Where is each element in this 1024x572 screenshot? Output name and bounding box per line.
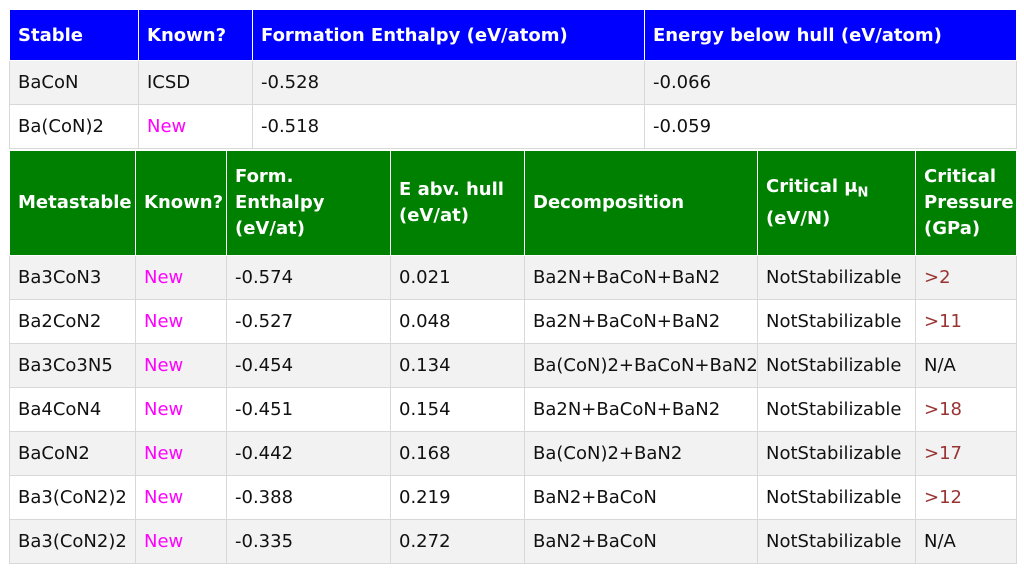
cell-hull: 0.134 [390, 343, 525, 388]
cell-compound: Ba2CoN2 [9, 299, 136, 344]
cell-compound: BaCoN2 [9, 431, 136, 476]
stable-table: Stable Known? Formation Enthalpy (eV/ato… [9, 9, 1017, 149]
cell-hull: 0.219 [390, 475, 525, 520]
cell-critical-pressure: >12 [915, 475, 1017, 520]
metastable-table: Metastable Known? Form. Enthalpy (eV/at)… [9, 150, 1017, 564]
header-metastable: Metastable [9, 150, 136, 256]
cell-critical-mu: NotStabilizable [757, 475, 916, 520]
cell-compound: BaCoN [9, 60, 139, 105]
cell-decomposition: Ba2N+BaCoN+BaN2 [524, 387, 758, 432]
cell-critical-pressure: N/A [915, 519, 1017, 564]
cell-compound: Ba3(CoN2)2 [9, 519, 136, 564]
cell-hull: 0.021 [390, 255, 525, 300]
cell-compound: Ba3(CoN2)2 [9, 475, 136, 520]
cell-known: New [135, 519, 227, 564]
header-critical-mu-subscript: N [857, 185, 869, 201]
header-decomposition: Decomposition [524, 150, 758, 256]
cell-known: ICSD [138, 60, 253, 105]
cell-known: New [135, 475, 227, 520]
cell-decomposition: Ba(CoN)2+BaN2 [524, 431, 758, 476]
header-critical-mu-unit: (eV/N) [766, 208, 831, 230]
header-formation-enthalpy: Formation Enthalpy (eV/atom) [252, 9, 645, 61]
cell-decomposition: BaN2+BaCoN [524, 475, 758, 520]
header-energy-below-hull: Energy below hull (eV/atom) [644, 9, 1017, 61]
cell-enthalpy: -0.527 [226, 299, 391, 344]
cell-compound: Ba3Co3N5 [9, 343, 136, 388]
table-row: Ba3Co3N5 New -0.454 0.134 Ba(CoN)2+BaCoN… [9, 343, 1017, 388]
table-row: Ba3(CoN2)2 New -0.388 0.219 BaN2+BaCoN N… [9, 475, 1017, 520]
cell-enthalpy: -0.442 [226, 431, 391, 476]
cell-critical-mu: NotStabilizable [757, 255, 916, 300]
cell-hull: 0.168 [390, 431, 525, 476]
cell-hull: 0.154 [390, 387, 525, 432]
table-row: BaCoN ICSD -0.528 -0.066 [9, 60, 1017, 105]
table-row: Ba3CoN3 New -0.574 0.021 Ba2N+BaCoN+BaN2… [9, 255, 1017, 300]
metastable-header-row: Metastable Known? Form. Enthalpy (eV/at)… [9, 150, 1017, 256]
cell-compound: Ba(CoN)2 [9, 104, 139, 149]
cell-decomposition: BaN2+BaCoN [524, 519, 758, 564]
header-e-above-hull: E abv. hull (eV/at) [390, 150, 525, 256]
table-row: Ba4CoN4 New -0.451 0.154 Ba2N+BaCoN+BaN2… [9, 387, 1017, 432]
header-critical-mu: Critical μN (eV/N) [757, 150, 916, 256]
cell-critical-mu: NotStabilizable [757, 343, 916, 388]
cell-hull: 0.272 [390, 519, 525, 564]
cell-decomposition: Ba(CoN)2+BaCoN+BaN2 [524, 343, 758, 388]
cell-decomposition: Ba2N+BaCoN+BaN2 [524, 255, 758, 300]
cell-known: New [135, 387, 227, 432]
cell-hull: -0.066 [644, 60, 1017, 105]
table-row: Ba2CoN2 New -0.527 0.048 Ba2N+BaCoN+BaN2… [9, 299, 1017, 344]
cell-critical-mu: NotStabilizable [757, 387, 916, 432]
cell-compound: Ba3CoN3 [9, 255, 136, 300]
cell-critical-pressure: N/A [915, 343, 1017, 388]
cell-known: New [138, 104, 253, 149]
cell-critical-mu: NotStabilizable [757, 431, 916, 476]
cell-known: New [135, 255, 227, 300]
header-known: Known? [135, 150, 227, 256]
cell-decomposition: Ba2N+BaCoN+BaN2 [524, 299, 758, 344]
cell-hull: -0.059 [644, 104, 1017, 149]
cell-enthalpy: -0.518 [252, 104, 645, 149]
cell-known: New [135, 343, 227, 388]
cell-enthalpy: -0.528 [252, 60, 645, 105]
cell-hull: 0.048 [390, 299, 525, 344]
cell-compound: Ba4CoN4 [9, 387, 136, 432]
cell-critical-pressure: >2 [915, 255, 1017, 300]
header-form-enthalpy: Form. Enthalpy (eV/at) [226, 150, 391, 256]
header-stable: Stable [9, 9, 139, 61]
cell-critical-mu: NotStabilizable [757, 519, 916, 564]
cell-known: New [135, 299, 227, 344]
header-critical-pressure: Critical Pressure (GPa) [915, 150, 1017, 256]
cell-enthalpy: -0.454 [226, 343, 391, 388]
table-row: Ba(CoN)2 New -0.518 -0.059 [9, 104, 1017, 149]
cell-critical-pressure: >18 [915, 387, 1017, 432]
cell-critical-pressure: >11 [915, 299, 1017, 344]
cell-known: New [135, 431, 227, 476]
stable-header-row: Stable Known? Formation Enthalpy (eV/ato… [9, 9, 1017, 61]
cell-enthalpy: -0.388 [226, 475, 391, 520]
table-row: Ba3(CoN2)2 New -0.335 0.272 BaN2+BaCoN N… [9, 519, 1017, 564]
header-critical-mu-label: Critical μ [766, 175, 858, 197]
cell-enthalpy: -0.335 [226, 519, 391, 564]
cell-critical-mu: NotStabilizable [757, 299, 916, 344]
cell-critical-pressure: >17 [915, 431, 1017, 476]
table-row: BaCoN2 New -0.442 0.168 Ba(CoN)2+BaN2 No… [9, 431, 1017, 476]
cell-enthalpy: -0.574 [226, 255, 391, 300]
header-known: Known? [138, 9, 253, 61]
cell-enthalpy: -0.451 [226, 387, 391, 432]
